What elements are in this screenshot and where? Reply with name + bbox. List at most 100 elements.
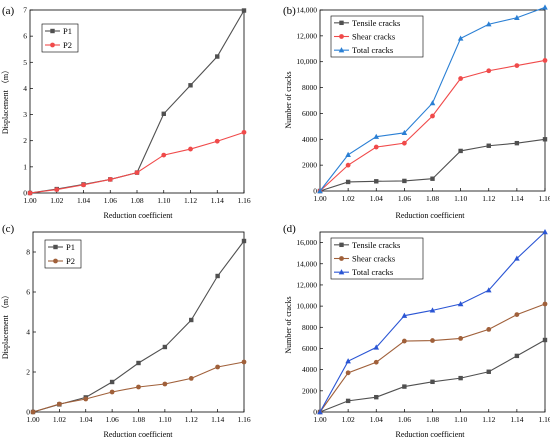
x-tick-label: 1.10 (454, 194, 467, 203)
legend-box (41, 23, 79, 53)
x-axis-label: Reduction coefficient (396, 211, 466, 220)
series-line-tensile-cracks (319, 138, 546, 192)
data-point (542, 4, 548, 10)
legend-marker (339, 256, 344, 261)
data-point (241, 129, 247, 135)
data-point (458, 148, 463, 154)
y-tick-label: 4 (26, 328, 30, 337)
data-point (373, 344, 380, 350)
data-point (134, 170, 140, 176)
data-point (56, 401, 62, 407)
data-point (107, 177, 113, 182)
x-tick-label: 1.16 (237, 415, 250, 424)
data-point (430, 176, 435, 181)
data-point (188, 83, 193, 88)
x-tick-label: 1.16 (538, 415, 550, 424)
x-tick-label: 1.00 (313, 194, 326, 203)
chart-panel-d: (d) Number of cracks Reduction coefficie… (283, 223, 550, 439)
legend-label: Total cracks (352, 267, 393, 277)
data-point (345, 151, 351, 157)
y-tick-label: 4000 (302, 135, 317, 144)
x-tick-label: 1.08 (426, 415, 439, 424)
data-point (430, 338, 435, 343)
data-point (373, 359, 379, 365)
data-point (486, 143, 491, 148)
x-tick-label: 1.12 (482, 415, 495, 424)
data-point (317, 409, 323, 415)
data-point (215, 273, 220, 279)
x-tick-label: 1.00 (313, 415, 326, 424)
x-tick-label: 1.06 (398, 415, 411, 424)
legend-marker (53, 244, 58, 250)
data-point (215, 364, 221, 370)
y-tick-label: 4000 (302, 365, 317, 374)
y-tick-label: 6 (26, 288, 30, 297)
y-tick-label: 3 (23, 110, 27, 119)
y-tick-label: 12,000 (296, 31, 317, 40)
x-axis-label: Reduction coefficient (104, 430, 174, 439)
data-point (109, 379, 115, 385)
data-point (345, 358, 351, 364)
data-point (430, 113, 435, 119)
data-point (542, 137, 548, 142)
y-tick-label: 14,000 (296, 259, 317, 268)
y-tick-label: 6000 (302, 109, 317, 118)
data-point (458, 375, 463, 381)
legend-label: Total cracks (352, 45, 393, 55)
y-tick-label: 5 (23, 58, 27, 67)
series-line-p2 (29, 131, 245, 194)
y-tick-label: 2 (26, 368, 30, 377)
y-tick-label: 2000 (302, 161, 317, 170)
legend-marker (339, 242, 344, 248)
y-tick-label: 4 (23, 84, 27, 93)
y-tick-label: 10,000 (296, 57, 317, 66)
x-tick-label: 1.06 (398, 194, 411, 203)
x-tick-label: 1.14 (510, 194, 523, 203)
legend-label: P1 (66, 242, 75, 252)
x-tick-label: 1.02 (342, 415, 355, 424)
y-tick-label: 7 (23, 6, 27, 15)
data-point (402, 178, 407, 184)
data-point (542, 229, 548, 235)
data-point (188, 376, 194, 381)
data-point (30, 409, 36, 415)
x-tick-label: 1.02 (342, 194, 355, 203)
x-tick-label: 1.14 (510, 415, 523, 424)
y-tick-label: 1 (23, 162, 27, 171)
y-tick-label: 6000 (302, 344, 317, 353)
panel-label: (b) (283, 5, 296, 17)
panel-label: (a) (2, 5, 15, 17)
x-tick-label: 1.12 (184, 196, 197, 205)
panel-label: (c) (2, 223, 15, 235)
y-tick-label: 6 (23, 32, 27, 41)
data-point (514, 353, 520, 359)
data-point (109, 389, 115, 395)
data-point (485, 287, 492, 293)
x-tick-label: 1.06 (104, 196, 117, 205)
data-point (136, 384, 141, 390)
data-point (429, 100, 436, 106)
y-tick-label: 16,000 (296, 238, 317, 247)
data-point (317, 188, 323, 194)
series-line-shear-cracks (319, 59, 546, 192)
legend-label: Tensile cracks (352, 18, 400, 28)
data-point (161, 152, 167, 158)
data-point (162, 381, 168, 387)
data-point (429, 307, 436, 313)
data-point (458, 76, 464, 81)
chart-panel-c: (c) Displacement （m） Reduction coefficie… (1, 223, 251, 439)
data-point (457, 301, 464, 307)
data-point (514, 63, 520, 68)
y-tick-label: 8 (26, 248, 30, 257)
y-tick-label: 0 (23, 189, 27, 198)
y-tick-label: 12,000 (296, 280, 317, 289)
data-point (485, 21, 492, 27)
x-tick-label: 1.02 (50, 196, 63, 205)
legend-marker (53, 258, 58, 264)
data-point (401, 312, 408, 318)
data-point (514, 140, 520, 146)
x-tick-label: 1.10 (157, 196, 170, 205)
data-point (402, 384, 407, 389)
data-point (373, 133, 380, 139)
x-tick-label: 1.10 (454, 415, 467, 424)
